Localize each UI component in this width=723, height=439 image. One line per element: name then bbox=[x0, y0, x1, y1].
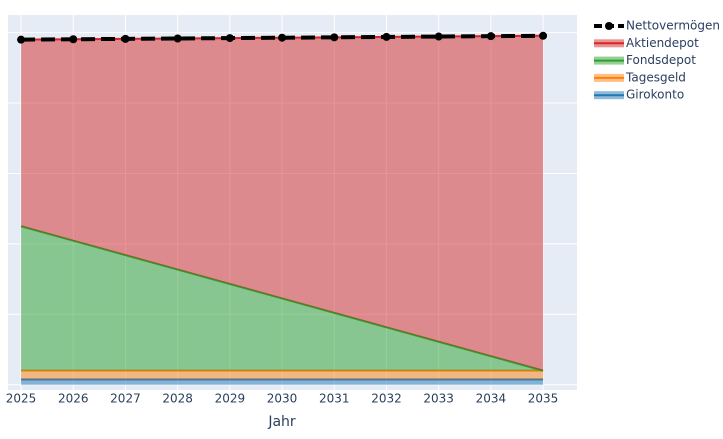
x-tick-label: 2031 bbox=[319, 392, 350, 406]
total-marker bbox=[225, 34, 234, 43]
legend-label: Girokonto bbox=[626, 88, 684, 102]
total-marker bbox=[330, 33, 339, 42]
x-tick-label: 2033 bbox=[423, 392, 454, 406]
total-marker bbox=[121, 34, 130, 43]
total-marker bbox=[278, 33, 287, 42]
legend-swatch bbox=[605, 22, 613, 30]
total-marker bbox=[382, 32, 391, 41]
x-axis-label: Jahr bbox=[267, 414, 296, 430]
legend-label: Aktiendepot bbox=[626, 36, 699, 50]
legend-label: Fondsdepot bbox=[626, 53, 696, 67]
total-marker bbox=[434, 32, 443, 41]
area-fill bbox=[21, 379, 544, 385]
total-marker bbox=[539, 31, 548, 40]
area-fill bbox=[21, 370, 544, 380]
legend-item: Tagesgeld bbox=[594, 70, 686, 84]
x-tick-label: 2029 bbox=[215, 392, 246, 406]
x-tick-label: 2027 bbox=[110, 392, 141, 406]
x-tick-label: 2026 bbox=[58, 392, 89, 406]
x-tick-label: 2025 bbox=[6, 392, 37, 406]
legend-item: Aktiendepot bbox=[594, 36, 699, 50]
total-marker bbox=[69, 35, 78, 44]
legend-item: Nettovermögen bbox=[594, 19, 720, 33]
x-tick-label: 2034 bbox=[476, 392, 507, 406]
x-tick-label: 2030 bbox=[267, 392, 298, 406]
legend-label: Tagesgeld bbox=[625, 70, 686, 84]
legend-item: Fondsdepot bbox=[594, 53, 696, 67]
total-marker bbox=[173, 34, 182, 43]
area-fill bbox=[21, 35, 544, 371]
x-tick-label: 2032 bbox=[371, 392, 402, 406]
x-tick-label: 2028 bbox=[162, 392, 193, 406]
total-marker bbox=[17, 35, 26, 44]
x-tick-label: 2035 bbox=[528, 392, 559, 406]
legend-item: Girokonto bbox=[594, 88, 684, 102]
legend-label: Nettovermögen bbox=[626, 19, 720, 33]
total-marker bbox=[486, 32, 495, 41]
